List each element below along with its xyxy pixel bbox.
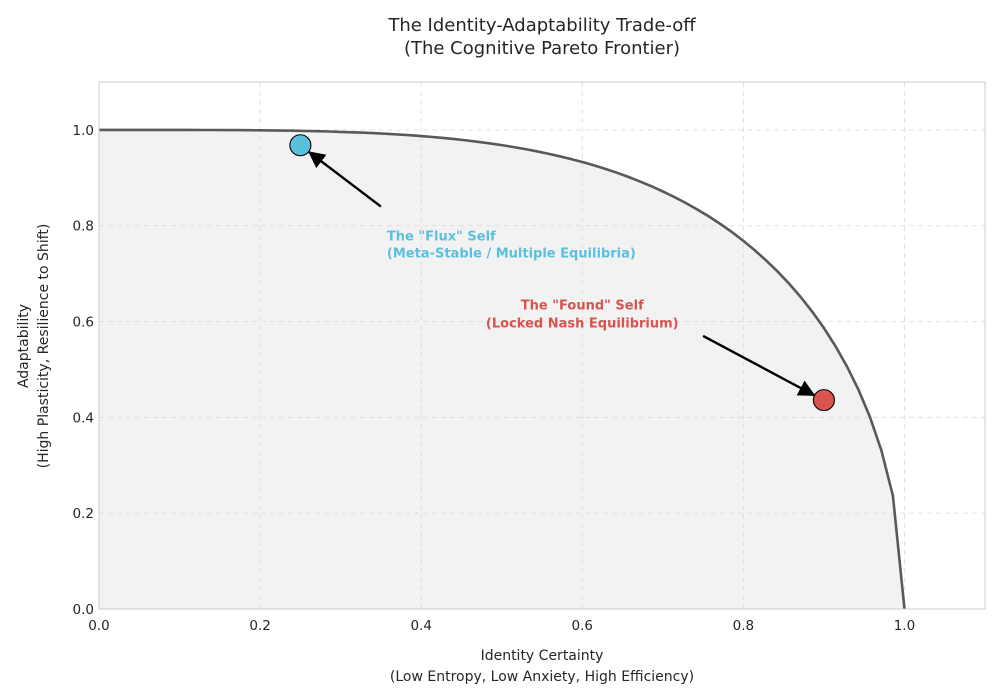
chart-title-line-1: The Identity-Adaptability Trade-off xyxy=(387,15,696,36)
x-tick-label-1: 0.2 xyxy=(249,618,270,634)
y-tick-label-0: 0.0 xyxy=(73,602,94,618)
y-axis-label-line-1: Adaptability xyxy=(16,304,32,388)
x-axis-label-line-1: Identity Certainty xyxy=(481,648,604,664)
y-tick-label-3: 0.6 xyxy=(73,315,94,331)
flux-self-label-line-2: (Meta-Stable / Multiple Equilibria) xyxy=(387,247,636,262)
found-self-arrow xyxy=(702,334,816,397)
x-tick-label-3: 0.6 xyxy=(572,618,593,634)
x-tick-label-4: 0.8 xyxy=(733,618,754,634)
flux-self-label-line-1: The "Flux" Self xyxy=(387,230,496,245)
x-axis-label-line-2: (Low Entropy, Low Anxiety, High Efficien… xyxy=(390,669,694,685)
chart-title-line-2: (The Cognitive Pareto Frontier) xyxy=(404,38,680,59)
y-tick-label-1: 0.2 xyxy=(73,506,94,522)
frontier-line xyxy=(99,128,906,610)
x-tick-label-5: 1.0 xyxy=(894,618,915,634)
flux-self-arrow xyxy=(308,151,382,208)
y-axis-label-line-2: (High Plasticity, Resilience to Shift) xyxy=(36,224,52,469)
flux-self-point xyxy=(289,134,312,157)
y-tick-label-4: 0.8 xyxy=(73,219,94,235)
frontier-fill-area xyxy=(99,129,905,609)
x-tick-label-0: 0.0 xyxy=(88,618,109,634)
y-tick-label-2: 0.4 xyxy=(73,410,94,426)
x-tick-label-2: 0.4 xyxy=(410,618,431,634)
plot-frame xyxy=(98,81,986,610)
y-tick-label-5: 1.0 xyxy=(73,123,94,139)
found-self-point xyxy=(812,389,835,412)
plot-area: 0.0 0.2 0.4 0.6 0.8 1.0 0.0 0.2 0.4 0.6 0.8 1.0 The … xyxy=(73,81,986,634)
found-self-label-line-1: The "Found" Self xyxy=(521,299,644,314)
found-self-label-line-2: (Locked Nash Equilibrium) xyxy=(486,317,679,332)
